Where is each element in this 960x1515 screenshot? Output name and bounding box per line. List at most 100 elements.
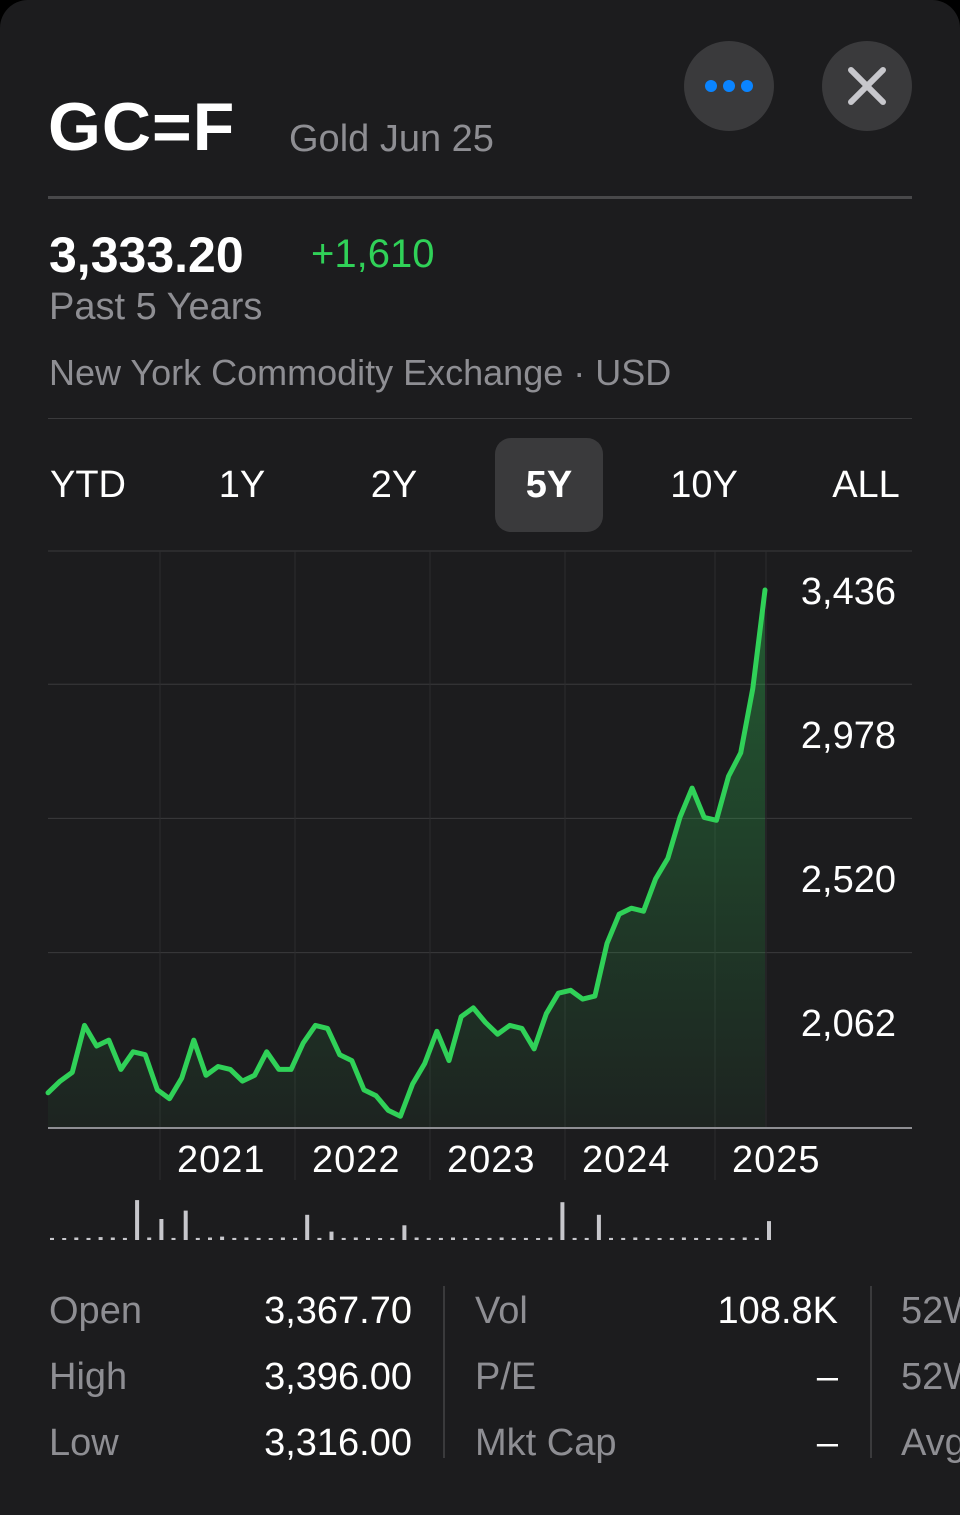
volume-bar bbox=[208, 1237, 212, 1240]
x-tick-label: 2022 bbox=[312, 1139, 401, 1181]
volume-bar bbox=[487, 1237, 492, 1240]
volume-bar bbox=[86, 1237, 91, 1240]
volume-bar bbox=[341, 1237, 346, 1240]
volume-bar bbox=[414, 1237, 419, 1240]
volume-bar bbox=[572, 1237, 577, 1240]
stat-label-vol: Vol bbox=[475, 1290, 528, 1332]
volume-bar bbox=[742, 1237, 747, 1240]
volume-bar bbox=[657, 1238, 662, 1240]
range-ytd[interactable]: YTD bbox=[50, 464, 126, 506]
volume-bar bbox=[195, 1237, 200, 1240]
stat-value-vol: 108.8K bbox=[717, 1290, 838, 1332]
price-line bbox=[45, 587, 768, 1119]
volume-bar bbox=[183, 1210, 188, 1240]
stat-label-open: Open bbox=[49, 1290, 142, 1332]
volume-bar bbox=[256, 1237, 261, 1240]
stats-divider bbox=[443, 1286, 445, 1458]
volume-bar bbox=[98, 1237, 103, 1240]
range-1y[interactable]: 1Y bbox=[218, 464, 266, 506]
price-chart[interactable]: 3,436 2,978 2,520 2,062 2021 2022 2023 2024 202… bbox=[0, 548, 960, 1248]
volume-bar bbox=[475, 1238, 480, 1240]
exchange-label: New York Commodity Exchange · USD bbox=[49, 352, 672, 393]
volume-bar bbox=[681, 1237, 686, 1240]
volume-bar bbox=[147, 1237, 152, 1240]
range-2y[interactable]: 2Y bbox=[370, 464, 418, 506]
volume-bar bbox=[378, 1238, 383, 1240]
volume-bar bbox=[633, 1237, 638, 1240]
stat-value-mktcap: – bbox=[816, 1422, 838, 1464]
price-area bbox=[48, 590, 765, 1128]
header: GC=F Gold Jun 25 bbox=[48, 88, 912, 198]
stat-label-avg-vol: Avg bbox=[901, 1422, 960, 1464]
stat-label-low: Low bbox=[49, 1422, 119, 1464]
volume-bar bbox=[232, 1237, 237, 1240]
y-tick-label: 2,062 bbox=[801, 1003, 896, 1045]
header-divider bbox=[48, 196, 912, 199]
quote-divider bbox=[48, 418, 912, 419]
x-tick-label: 2025 bbox=[732, 1139, 821, 1181]
stat-value-low: 3,316.00 bbox=[264, 1422, 412, 1464]
volume-bar bbox=[438, 1237, 443, 1240]
volume-bar bbox=[463, 1237, 468, 1240]
period-label: Past 5 Years bbox=[49, 286, 263, 328]
volume-bar bbox=[62, 1238, 67, 1240]
ticker-symbol: GC=F bbox=[48, 89, 236, 165]
volume-bar bbox=[596, 1214, 601, 1240]
stat-label-52w-high: 52W bbox=[901, 1290, 960, 1332]
x-tick-label: 2023 bbox=[447, 1139, 536, 1181]
volume-bar bbox=[548, 1237, 553, 1240]
volume-bar bbox=[499, 1237, 504, 1240]
volume-bar bbox=[317, 1237, 322, 1240]
stat-label-52w-low: 52W bbox=[901, 1356, 960, 1398]
stat-value-open: 3,367.70 bbox=[264, 1290, 412, 1332]
volume-bar bbox=[293, 1237, 298, 1240]
volume-bar bbox=[621, 1237, 626, 1240]
volume-bar bbox=[402, 1225, 407, 1240]
volume-bar bbox=[694, 1237, 699, 1240]
y-tick-label: 2,978 bbox=[801, 715, 896, 757]
volume-bar bbox=[329, 1231, 334, 1240]
volume-bar bbox=[609, 1237, 613, 1240]
volume-bar bbox=[305, 1214, 310, 1240]
price-change: +1,610 bbox=[311, 232, 435, 276]
volume-bar bbox=[280, 1237, 285, 1240]
volume-bar bbox=[536, 1238, 541, 1240]
close-button[interactable] bbox=[822, 41, 912, 131]
range-10y[interactable]: 10Y bbox=[670, 464, 738, 506]
ellipsis-icon bbox=[705, 80, 753, 92]
volume-bar bbox=[122, 1237, 127, 1240]
volume-bar bbox=[730, 1237, 735, 1240]
volume-bar bbox=[353, 1237, 358, 1240]
volume-bar bbox=[244, 1237, 249, 1240]
stat-label-high: High bbox=[49, 1356, 128, 1398]
volume-bar bbox=[706, 1238, 711, 1240]
stat-value-pe: – bbox=[816, 1356, 838, 1398]
volume-bar bbox=[451, 1237, 455, 1240]
range-all[interactable]: ALL bbox=[832, 464, 900, 506]
volume-bar bbox=[74, 1237, 79, 1240]
stats-divider bbox=[870, 1286, 872, 1458]
volume-bar bbox=[171, 1237, 176, 1240]
volume-bar bbox=[754, 1237, 759, 1240]
volume-bar bbox=[110, 1237, 115, 1240]
volume-bar bbox=[511, 1237, 516, 1240]
stat-label-mktcap: Mkt Cap bbox=[475, 1422, 617, 1464]
volume-bar bbox=[390, 1237, 395, 1240]
volume-bar bbox=[159, 1219, 164, 1240]
stat-value-high: 3,396.00 bbox=[264, 1356, 412, 1398]
x-tick-label: 2024 bbox=[582, 1139, 671, 1181]
x-tick-label: 2021 bbox=[177, 1139, 266, 1181]
range-selector: YTD 1Y 2Y 5Y 10Y ALL bbox=[48, 438, 912, 532]
volume-bar bbox=[268, 1238, 273, 1240]
more-button[interactable] bbox=[684, 41, 774, 131]
y-tick-label: 3,436 bbox=[801, 571, 896, 613]
instrument-name: Gold Jun 25 bbox=[289, 118, 494, 160]
volume-bar bbox=[366, 1237, 370, 1240]
volume-bar bbox=[426, 1237, 431, 1240]
range-5y[interactable]: 5Y bbox=[495, 438, 603, 532]
close-icon bbox=[848, 67, 886, 105]
volume-bar bbox=[220, 1236, 225, 1240]
volume-bar bbox=[523, 1237, 528, 1240]
current-price: 3,333.20 bbox=[49, 227, 244, 283]
